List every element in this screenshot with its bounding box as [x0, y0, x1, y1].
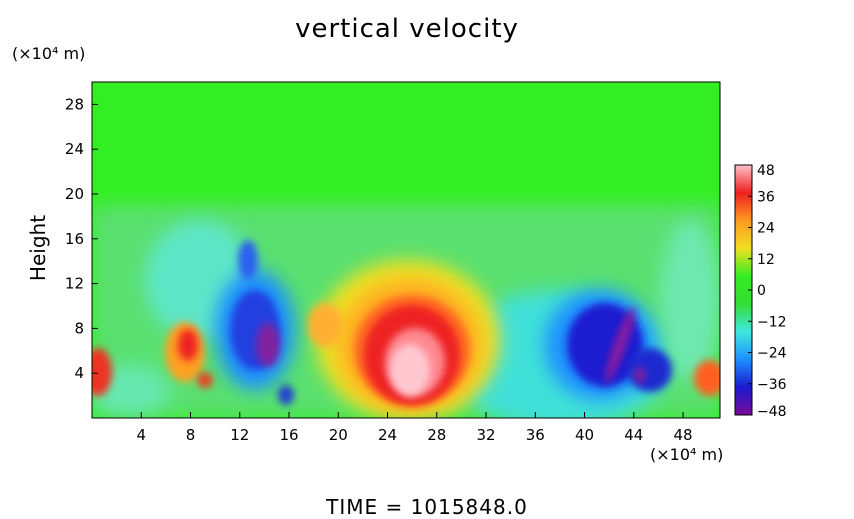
time-footer: TIME = 1015848.0 — [326, 495, 528, 519]
x-axis: 4 8 12 16 20 24 28 32 36 40 44 48 — [136, 412, 693, 444]
y-tick-label: 12 — [65, 275, 84, 293]
colorbar-axis: 48 36 24 12 0 −12 −24 −36 −48 — [748, 163, 787, 420]
x-tick-label: 44 — [624, 426, 643, 444]
colorbar-tick-label: −12 — [757, 314, 787, 330]
y-tick-label: 4 — [74, 364, 84, 382]
x-tick-label: 16 — [279, 426, 298, 444]
y-tick-label: 24 — [65, 140, 84, 158]
colorbar-tick-label: 36 — [757, 189, 775, 205]
x-axis-unit: (×10⁴ m) — [650, 445, 724, 464]
y-axis: 4 8 12 16 20 24 28 — [65, 95, 98, 382]
colorbar-tick-label: 0 — [757, 283, 766, 299]
colorbar-tick-label: 24 — [757, 221, 775, 237]
x-tick-label: 32 — [476, 426, 495, 444]
y-tick-label: 16 — [65, 230, 84, 248]
colorbar-tick-label: −24 — [757, 346, 787, 362]
y-tick-label: 28 — [65, 95, 84, 113]
heatmap-field — [92, 82, 720, 418]
x-tick-label: 20 — [329, 426, 348, 444]
colorbar-tick-label: −36 — [757, 377, 787, 393]
x-tick-label: 12 — [230, 426, 249, 444]
colorbar-tick-label: −48 — [757, 404, 787, 420]
x-tick-label: 28 — [427, 426, 446, 444]
x-tick-label: 8 — [186, 426, 196, 444]
y-axis-unit: (×10⁴ m) — [12, 44, 86, 63]
x-tick-label: 40 — [575, 426, 594, 444]
x-tick-label: 24 — [378, 426, 397, 444]
colorbar-tick-label: 12 — [757, 252, 775, 268]
x-tick-label: 4 — [136, 426, 146, 444]
y-tick-label: 20 — [65, 185, 84, 203]
x-tick-label: 48 — [674, 426, 693, 444]
x-tick-label: 36 — [526, 426, 545, 444]
colorbar-tick-label: 48 — [757, 163, 775, 179]
chart-title: vertical velocity — [295, 14, 519, 44]
y-tick-label: 8 — [74, 319, 84, 337]
